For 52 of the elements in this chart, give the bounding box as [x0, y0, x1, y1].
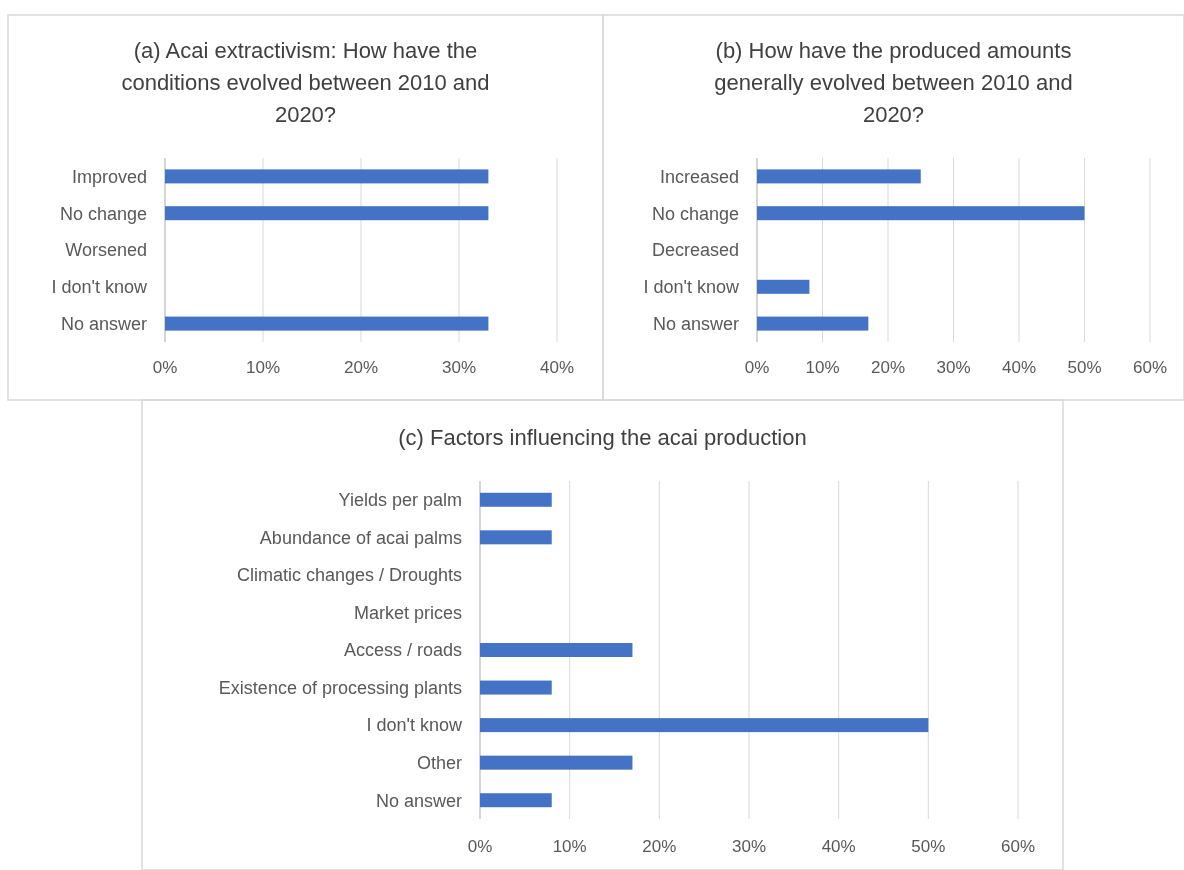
y-tick-label: No answer [375, 790, 462, 811]
y-tick-label: No change [59, 203, 147, 224]
y-tick-label: Market prices [353, 602, 462, 623]
bar [757, 279, 810, 294]
x-tick-label: 10% [552, 837, 587, 856]
y-tick-label: Improved [71, 166, 147, 187]
x-tick-label: 50% [1067, 358, 1102, 377]
x-tick-label: 60% [1000, 837, 1036, 856]
x-tick-label: 20% [870, 358, 906, 377]
bar [757, 169, 921, 184]
chart-title: (b) How have the produced amounts generally evolved between 2010 and 2020? [714, 37, 1073, 127]
x-tick-label: 40% [539, 358, 575, 377]
chart-title: (c) Factors influencing the acai production [398, 424, 807, 450]
bar [480, 643, 633, 657]
y-tick-label: Climatic changes / Droughts [236, 565, 462, 586]
x-tick-label: 0% [152, 358, 178, 377]
bar [480, 680, 552, 695]
y-tick-label: Worsened [65, 240, 147, 261]
bar [480, 530, 552, 545]
bar [480, 718, 929, 733]
y-tick-label: No answer [652, 313, 739, 334]
y-tick-label: Decreased [651, 240, 739, 261]
chart-title: (a) Acai extractivism: How have the conditions evolved between 2010 and 2020? [121, 37, 490, 127]
x-tick-label: 40% [821, 837, 856, 856]
x-tick-label: 20% [642, 837, 677, 856]
y-tick-label: Yields per palm [338, 490, 462, 511]
bar [480, 793, 552, 808]
x-tick-label: 40% [1001, 358, 1037, 377]
y-tick-label: No answer [60, 313, 147, 334]
x-tick-label: 0% [467, 837, 493, 856]
x-tick-label: 50% [911, 837, 946, 856]
x-tick-label: 10% [805, 358, 840, 377]
bar [757, 316, 869, 331]
bar [480, 492, 552, 507]
x-tick-label: 0% [744, 358, 770, 377]
y-tick-label: Other [416, 752, 462, 773]
y-tick-label: Existence of processing plants [218, 677, 462, 698]
x-tick-label: 30% [936, 358, 971, 377]
x-tick-label: 60% [1132, 358, 1168, 377]
bar [757, 206, 1085, 221]
bar [480, 755, 633, 770]
x-tick-label: 10% [245, 358, 281, 377]
y-tick-label: Access / roads [343, 640, 462, 661]
y-tick-label: Abundance of acai palms [259, 527, 462, 548]
y-tick-label: I don't know [366, 715, 463, 736]
y-tick-label: Increased [659, 166, 739, 187]
x-tick-label: 30% [731, 837, 767, 856]
y-tick-label: I don't know [51, 277, 148, 298]
y-tick-label: I don't know [643, 277, 740, 298]
x-tick-label: 20% [343, 358, 379, 377]
y-tick-label: No change [651, 203, 739, 224]
x-tick-label: 30% [441, 358, 477, 377]
